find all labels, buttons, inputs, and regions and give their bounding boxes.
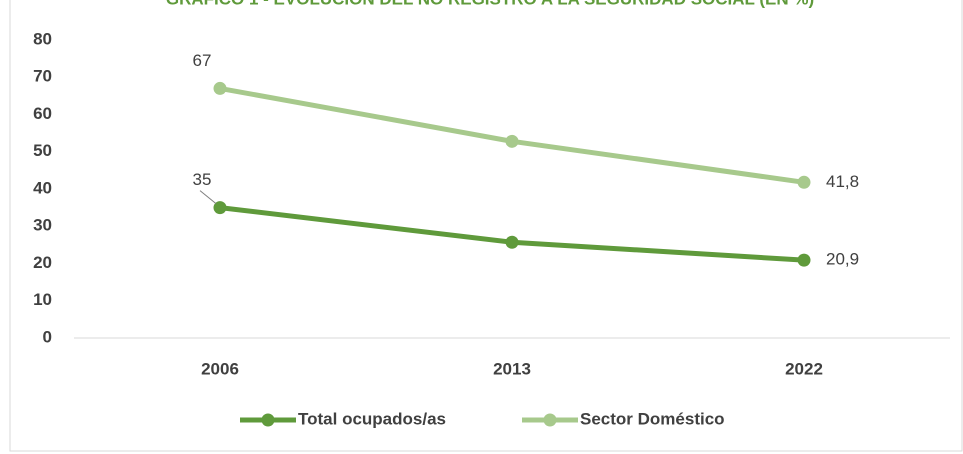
y-tick-label: 30 xyxy=(33,216,52,235)
x-tick-label: 2022 xyxy=(785,359,823,378)
data-point xyxy=(213,81,227,95)
legend-label: Sector Doméstico xyxy=(580,409,725,428)
data-point xyxy=(213,201,227,215)
x-tick-label: 2006 xyxy=(201,359,239,378)
y-tick-label: 50 xyxy=(33,141,52,160)
x-tick-label: 2013 xyxy=(493,359,531,378)
data-point xyxy=(505,235,519,249)
data-point xyxy=(505,134,519,148)
chart-title: GRÁFICO 1 - EVOLUCIÓN DEL NO REGISTRO A … xyxy=(166,0,814,8)
legend-marker xyxy=(543,413,557,427)
data-label: 35 xyxy=(193,170,212,189)
y-tick-label: 20 xyxy=(33,253,52,272)
data-label: 41,8 xyxy=(826,172,859,191)
legend-marker xyxy=(261,413,275,427)
y-tick-label: 80 xyxy=(33,29,52,48)
data-label: 67 xyxy=(193,51,212,70)
data-label: 20,9 xyxy=(826,250,859,269)
y-tick-label: 60 xyxy=(33,104,52,123)
leader-line xyxy=(199,190,217,205)
y-tick-label: 10 xyxy=(33,290,52,309)
chart-frame xyxy=(9,0,963,452)
data-point xyxy=(797,253,811,267)
y-tick-label: 0 xyxy=(43,327,52,346)
legend-label: Total ocupados/as xyxy=(298,409,446,428)
y-tick-label: 70 xyxy=(33,67,52,86)
y-tick-label: 40 xyxy=(33,178,52,197)
data-point xyxy=(797,175,811,189)
